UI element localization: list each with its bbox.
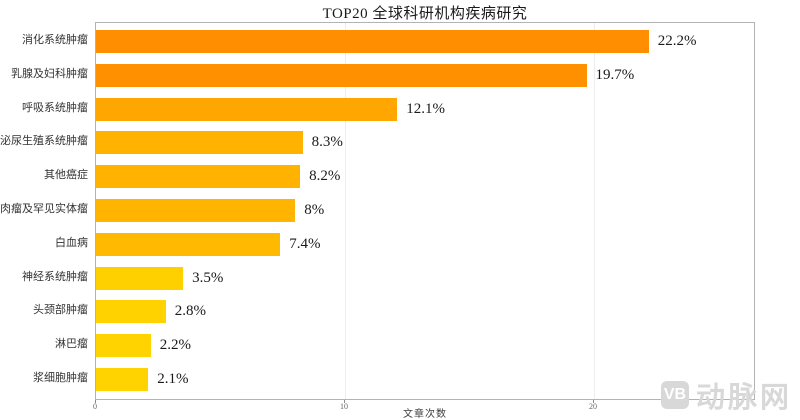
- x-tick-mark: [593, 400, 594, 403]
- bar: [96, 266, 184, 290]
- y-axis-label: 泌尿生殖系统肿瘤: [0, 135, 88, 148]
- x-tick-label: 0: [93, 402, 97, 411]
- x-tick-label: 10: [340, 402, 348, 411]
- y-axis-label: 呼吸系统肿瘤: [22, 101, 88, 114]
- vb-logo-icon: VB: [660, 381, 689, 409]
- bar: [96, 165, 301, 189]
- bar: [96, 232, 281, 256]
- y-axis-label: 白血病: [55, 236, 88, 249]
- bar-value-label: 8.3%: [311, 134, 343, 151]
- bar-value-label: 8%: [304, 201, 325, 218]
- plot-area: 22.2% 19.7% 12.1% 8.3% 8.2% 8% 7.4% 3.5% 2.8% 2.2…: [95, 22, 755, 400]
- watermark-text: 动脉网: [695, 382, 792, 414]
- y-axis-label: 头颈部肿瘤: [33, 304, 88, 317]
- bar: [96, 367, 149, 391]
- y-axis-label: 乳腺及妇科肿瘤: [11, 67, 88, 80]
- x-tick-label: 20: [589, 402, 597, 411]
- y-axis-label: 神经系统肿瘤: [22, 270, 88, 283]
- bar-value-label: 3.5%: [192, 269, 224, 286]
- bar: [96, 198, 296, 222]
- y-axis-label: 消化系统肿瘤: [22, 33, 88, 46]
- y-axis-label: 浆细胞肿瘤: [33, 371, 88, 384]
- x-tick-mark: [344, 400, 345, 403]
- bar: [96, 334, 151, 358]
- y-axis-label: 肉瘤及罕见实体瘤: [0, 202, 88, 215]
- bar-value-label: 2.1%: [157, 370, 189, 387]
- bar: [96, 29, 649, 53]
- bar-value-label: 22.2%: [657, 32, 697, 49]
- x-tick-mark: [95, 400, 96, 403]
- bar: [96, 97, 398, 121]
- bar-value-label: 2.2%: [159, 337, 192, 354]
- y-axis-label: 其他癌症: [44, 169, 88, 182]
- bar: [96, 300, 166, 324]
- gridline: [594, 23, 595, 399]
- x-axis-title: 文章次数: [403, 409, 447, 420]
- bar-value-label: 7.4%: [289, 235, 321, 252]
- bar-value-label: 19.7%: [595, 66, 635, 83]
- bar: [96, 63, 587, 87]
- gridline: [345, 23, 346, 399]
- chart-title: TOP20 全球科研机构疾病研究: [322, 6, 528, 22]
- bar-value-label: 12.1%: [406, 100, 446, 117]
- bar-value-label: 8.2%: [309, 168, 341, 185]
- bar-value-label: 2.8%: [174, 303, 206, 320]
- y-axis-label: 淋巴瘤: [55, 338, 88, 351]
- watermark: VB 动脉网: [660, 374, 792, 416]
- bar: [96, 131, 303, 155]
